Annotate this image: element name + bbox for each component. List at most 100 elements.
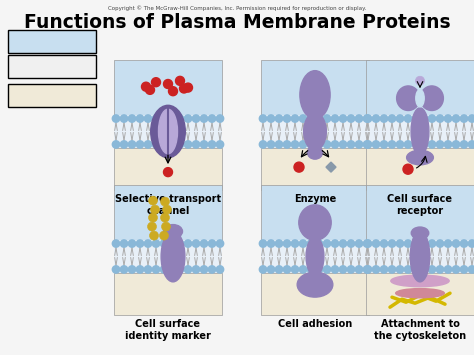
Circle shape [136, 140, 145, 149]
Circle shape [147, 222, 156, 231]
Circle shape [460, 239, 468, 248]
Circle shape [144, 265, 153, 274]
Circle shape [208, 140, 217, 149]
Circle shape [299, 140, 308, 149]
Circle shape [216, 239, 224, 248]
Circle shape [266, 239, 275, 248]
Ellipse shape [397, 86, 420, 110]
Bar [366, 240, 474, 273]
Circle shape [396, 114, 404, 123]
Circle shape [323, 140, 331, 149]
Bar [261, 115, 369, 148]
Circle shape [208, 239, 217, 248]
Circle shape [136, 265, 145, 274]
Circle shape [283, 140, 292, 149]
Circle shape [161, 197, 170, 206]
Circle shape [468, 114, 474, 123]
Circle shape [468, 265, 474, 274]
Circle shape [283, 239, 292, 248]
Circle shape [416, 76, 425, 85]
Circle shape [144, 140, 153, 149]
Circle shape [330, 239, 339, 248]
Circle shape [307, 265, 315, 274]
Circle shape [363, 239, 372, 248]
Circle shape [460, 265, 468, 274]
Circle shape [200, 140, 209, 149]
Circle shape [363, 265, 372, 274]
Circle shape [428, 265, 437, 274]
Circle shape [136, 114, 145, 123]
Circle shape [403, 164, 413, 174]
Ellipse shape [416, 89, 424, 107]
Bar [261, 240, 369, 273]
Ellipse shape [391, 275, 449, 287]
Circle shape [168, 114, 176, 123]
Circle shape [291, 114, 300, 123]
Circle shape [283, 265, 292, 274]
Circle shape [259, 239, 267, 248]
Circle shape [419, 239, 428, 248]
Bar [8, 84, 96, 107]
Circle shape [152, 140, 160, 149]
Text: Cell surface
identity marker: Cell surface identity marker [125, 319, 211, 342]
Circle shape [111, 265, 120, 274]
Circle shape [294, 162, 304, 172]
Circle shape [175, 140, 184, 149]
Circle shape [403, 265, 412, 274]
Circle shape [149, 231, 158, 240]
Circle shape [152, 78, 161, 87]
Circle shape [364, 114, 373, 123]
Circle shape [159, 231, 168, 240]
Circle shape [388, 239, 396, 248]
Circle shape [191, 140, 201, 149]
Bar [366, 148, 474, 190]
Circle shape [419, 114, 428, 123]
Circle shape [168, 239, 176, 248]
Text: Attachment to
the cytoskeleton: Attachment to the cytoskeleton [374, 319, 466, 342]
Circle shape [346, 114, 356, 123]
Ellipse shape [308, 146, 323, 159]
Text: Outside: Outside [35, 37, 70, 46]
Circle shape [372, 239, 381, 248]
Bar [366, 273, 474, 315]
Circle shape [144, 114, 153, 123]
Circle shape [444, 265, 452, 274]
Circle shape [396, 239, 404, 248]
Circle shape [274, 265, 283, 274]
Circle shape [355, 239, 364, 248]
Circle shape [436, 265, 445, 274]
Circle shape [200, 239, 209, 248]
Circle shape [119, 265, 128, 274]
Circle shape [148, 213, 157, 222]
Circle shape [183, 140, 192, 149]
Circle shape [444, 239, 452, 248]
Circle shape [388, 114, 396, 123]
Ellipse shape [420, 86, 443, 110]
Ellipse shape [158, 109, 177, 154]
Bar [114, 273, 222, 315]
Circle shape [266, 265, 275, 274]
Circle shape [128, 239, 137, 248]
Circle shape [200, 114, 209, 123]
Circle shape [323, 239, 331, 248]
Circle shape [364, 265, 373, 274]
Ellipse shape [297, 272, 333, 297]
Circle shape [168, 265, 176, 274]
Circle shape [355, 114, 364, 123]
Circle shape [307, 114, 315, 123]
Circle shape [315, 265, 323, 274]
Bar [261, 273, 369, 315]
Circle shape [452, 265, 460, 274]
Circle shape [338, 265, 347, 274]
Circle shape [111, 114, 120, 123]
Circle shape [330, 140, 339, 149]
Circle shape [411, 265, 420, 274]
Circle shape [266, 140, 275, 149]
Circle shape [216, 114, 224, 123]
Circle shape [191, 239, 201, 248]
Circle shape [355, 265, 364, 274]
Circle shape [274, 140, 283, 149]
Circle shape [216, 140, 224, 149]
Circle shape [403, 140, 412, 149]
Circle shape [436, 114, 445, 123]
